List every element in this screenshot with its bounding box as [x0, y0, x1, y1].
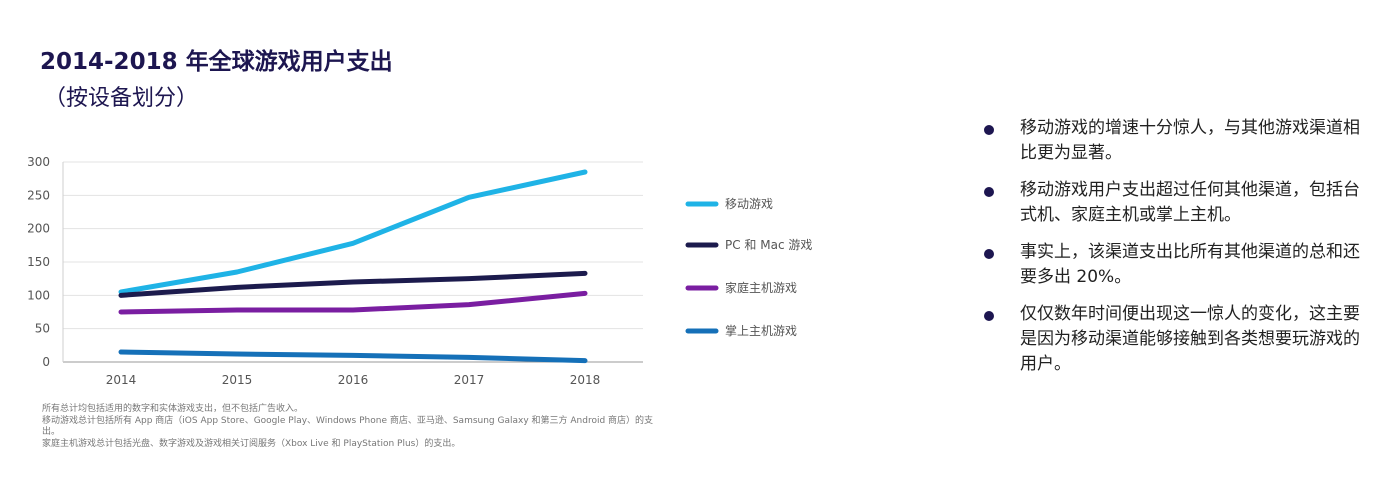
legend-label: 掌上主机游戏	[725, 324, 797, 338]
key-point-text: 事实上，该渠道支出比所有其他渠道的总和还要多出 20%。	[1020, 242, 1360, 287]
series-line	[118, 169, 588, 295]
key-point: 事实上，该渠道支出比所有其他渠道的总和还要多出 20%。	[982, 240, 1372, 290]
footnote-2: 移动游戏总计包括所有 App 商店（iOS App Store、Google P…	[42, 415, 654, 438]
legend-label: PC 和 Mac 游戏	[725, 238, 812, 252]
footnotes: 所有总计均包括适用的数字和实体游戏支出，但不包括广告收入。 移动游戏总计包括所有…	[42, 404, 662, 450]
legend-label: 家庭主机游戏	[725, 280, 797, 295]
y-tick-label: 0	[42, 355, 50, 369]
series-line	[118, 270, 588, 298]
x-tick-label: 2015	[222, 373, 253, 387]
footnote-3: 家庭主机游戏总计包括光盘、数字游戏及游戏相关订阅服务（Xbox Live 和 P…	[42, 438, 461, 449]
bullet-dot-icon	[984, 187, 994, 197]
y-tick-label: 250	[27, 188, 50, 202]
series-line	[118, 290, 588, 315]
y-tick-label: 100	[27, 288, 50, 302]
x-tick-label: 2017	[454, 373, 485, 387]
key-point: 移动游戏用户支出超过任何其他渠道，包括台式机、家庭主机或掌上主机。	[982, 178, 1372, 228]
x-tick-label: 2014	[106, 373, 137, 387]
legend-label: 移动游戏	[725, 197, 773, 211]
bullet-dot-icon	[984, 125, 994, 135]
x-tick-label: 2018	[570, 373, 601, 387]
x-tick-label: 2016	[338, 373, 369, 387]
y-tick-label: 150	[27, 255, 50, 269]
y-tick-label: 200	[27, 222, 50, 236]
y-tick-label: 50	[35, 322, 50, 336]
chart-subtitle: （按设备划分）	[44, 86, 199, 111]
series-line	[118, 349, 588, 364]
y-tick-label: 300	[27, 155, 50, 169]
bullet-dot-icon	[984, 311, 994, 321]
chart-title: 2014-2018 年全球游戏用户支出	[40, 49, 393, 75]
footnote-1: 所有总计均包括适用的数字和实体游戏支出，但不包括广告收入。	[42, 404, 304, 414]
key-point-text: 移动游戏用户支出超过任何其他渠道，包括台式机、家庭主机或掌上主机。	[1020, 180, 1360, 225]
key-point-text: 仅仅数年时间便出现这一惊人的变化，这主要是因为移动渠道能够接触到各类想要玩游戏的…	[1020, 304, 1360, 374]
key-points-list: 移动游戏的增速十分惊人，与其他游戏渠道相比更为显著。 移动游戏用户支出超过任何其…	[982, 116, 1372, 389]
key-point: 仅仅数年时间便出现这一惊人的变化，这主要是因为移动渠道能够接触到各类想要玩游戏的…	[982, 302, 1372, 377]
key-point: 移动游戏的增速十分惊人，与其他游戏渠道相比更为显著。	[982, 116, 1372, 166]
bullet-dot-icon	[984, 249, 994, 259]
key-point-text: 移动游戏的增速十分惊人，与其他游戏渠道相比更为显著。	[1020, 118, 1360, 163]
